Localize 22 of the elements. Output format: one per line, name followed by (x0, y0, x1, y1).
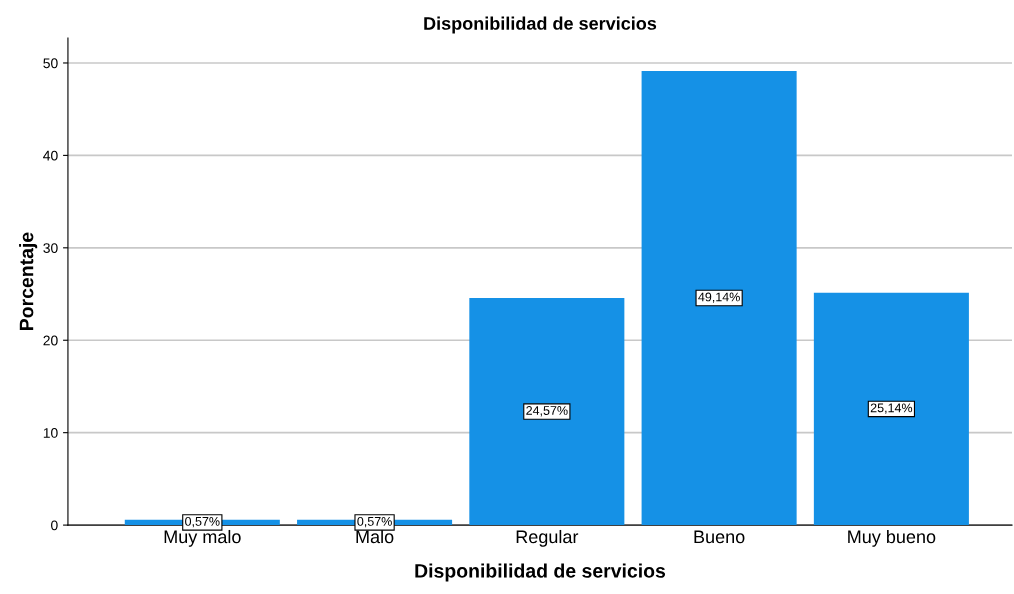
bar (641, 70, 797, 526)
y-tick-label: 50 (43, 58, 58, 69)
y-tick-label: 0 (51, 520, 58, 531)
y-tick-label: 30 (43, 243, 58, 253)
y-tick-label: 20 (43, 335, 58, 346)
data-label: 49,14% (698, 292, 740, 303)
y-axis-title: Porcentaje (19, 232, 38, 330)
x-tick-label: Muy bueno (848, 529, 936, 547)
bar (813, 292, 969, 526)
x-tick-label: Muy malo (164, 529, 241, 547)
x-axis-title: Disponibilidad de servicios (415, 563, 666, 582)
data-label: 0,57% (357, 516, 392, 528)
x-tick-label: Regular (516, 529, 579, 547)
chart-title: Disponibilidad de servicios (424, 16, 657, 34)
y-tick-label: 40 (43, 150, 58, 161)
data-label: 0,57% (185, 516, 220, 528)
bar (469, 298, 625, 526)
x-tick-label: Malo (356, 529, 394, 544)
x-tick-label: Bueno (694, 530, 745, 544)
y-tick-label: 10 (43, 428, 58, 438)
data-label: 24,57% (526, 406, 568, 417)
data-label: 25,14% (870, 403, 913, 414)
